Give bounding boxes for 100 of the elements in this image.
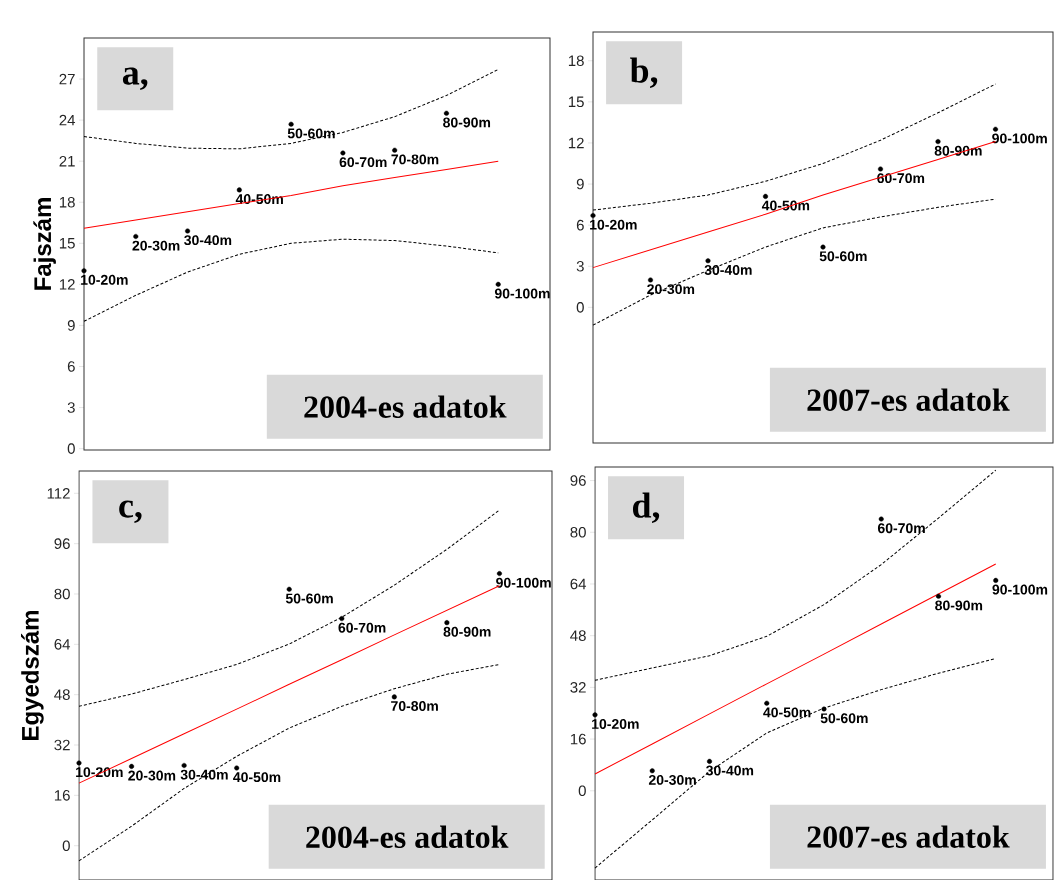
data-label: 90-100m [494,288,550,299]
point [648,277,653,283]
point [340,150,346,156]
point [496,571,502,577]
point [935,139,941,145]
text: 2007-es adatok [807,388,1010,411]
y-tick-label: 80 [570,526,586,538]
point [81,268,87,274]
y-tick-label: 24 [59,114,76,126]
data-label: 30-40m [706,765,754,776]
data-label: 50-60m [287,128,335,139]
text: 2004-es adatok [304,395,507,418]
y-tick-label: 18 [568,55,584,67]
y-tick-label: 12 [568,137,584,149]
y-tick-label: 27 [59,73,75,85]
point [76,760,82,766]
y-tick-label: 32 [54,739,70,751]
point [590,213,596,219]
y-tick-label: 16 [54,790,70,801]
point [129,763,135,769]
y-tick-label: 64 [570,578,587,590]
data-label: 30-40m [180,769,228,780]
data-label: 60-70m [339,157,387,168]
data-label: 90-100m [992,133,1047,144]
y-tick-label: 3 [576,260,584,272]
data-label: 60-70m [877,523,925,534]
data-label: 40-50m [233,772,281,783]
y-tick-label: 3 [67,402,75,413]
data-label: 70-80m [391,701,438,711]
data-label: 30-40m [184,235,232,246]
data-label: 40-50m [763,707,811,718]
y-tick-label: 32 [570,682,586,693]
y-tick-label: 6 [576,219,584,231]
y-tick-label: 15 [59,238,75,249]
text: d, [632,492,660,524]
y-tick-label: 18 [59,196,75,208]
data-label: 10-20m [592,719,639,729]
data-label: 80-90m [443,626,491,637]
point [707,758,712,764]
text: 2007-es adatok [807,825,1010,848]
data-label: 20-30m [128,770,176,781]
y-tick-label: 96 [570,475,586,486]
y-tick-label: 0 [67,443,75,454]
point [821,706,827,712]
point [236,187,242,193]
data-label: 90-100m [496,577,551,588]
point [820,244,826,250]
point [444,620,450,626]
y-tick-label: 12 [59,279,75,290]
point [592,712,598,718]
y-tick-label: 96 [54,538,70,549]
point [392,147,398,153]
point [391,694,397,700]
data-label: 70-80m [391,154,439,165]
data-label: 60-70m [877,173,925,184]
data-label: 10-20m [590,219,637,230]
text: b, [630,57,658,88]
point [495,281,501,287]
point [443,110,449,116]
data-label: 10-20m [81,274,128,285]
point [764,700,770,706]
data-label: 20-30m [132,240,180,251]
point [878,166,883,172]
y-tick-label: 48 [54,689,70,700]
y-tick-label: 15 [568,96,584,108]
line-series [83,68,499,150]
y-tick-label: 21 [59,155,75,167]
point [993,577,999,583]
data-label: 60-70m [338,622,386,633]
point [878,516,884,522]
data-label: 50-60m [820,713,868,724]
data-label: 50-60m [285,593,333,604]
y-tick-label: 6 [67,361,75,372]
point [133,233,139,239]
data-label: 20-30m [648,774,696,785]
y-tick-label: 0 [62,840,70,851]
data-label: 80-90m [443,117,491,128]
y-tick-label: 112 [47,488,70,499]
y-tick-label: 64 [54,639,71,650]
y-axis-title: Egyedszám [21,610,44,740]
point [185,228,191,234]
point [763,193,769,199]
point [705,258,711,264]
y-tick-label: 48 [570,630,586,641]
data-label: 80-90m [935,600,983,611]
data-label: 50-60m [819,251,867,262]
point [181,762,187,768]
y-tick-label: 0 [578,785,586,797]
point [936,593,941,599]
data-label: 90-100m [992,584,1048,595]
point [286,586,292,592]
line-series [592,198,996,326]
y-tick-label: 9 [67,320,75,331]
point [234,765,240,771]
y-tick-label: 16 [570,733,586,745]
y-tick-label: 9 [576,178,584,190]
text: c, [119,500,142,523]
point [288,121,294,127]
text: a, [122,67,148,90]
text: 2004-es adatok [306,825,509,848]
